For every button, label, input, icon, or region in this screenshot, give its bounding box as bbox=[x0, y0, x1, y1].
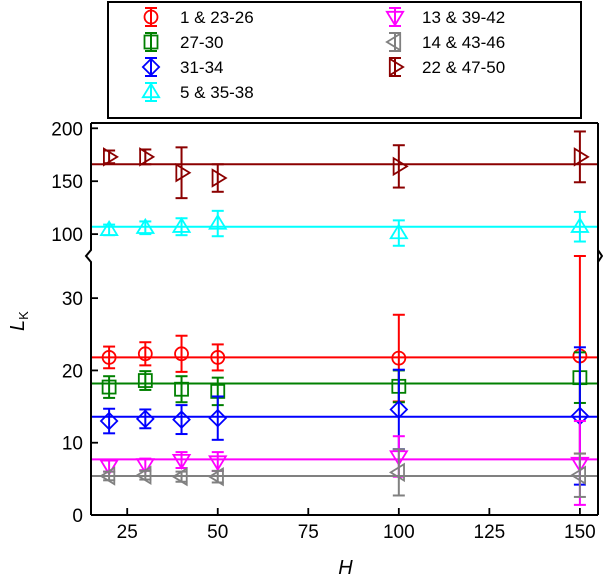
x-tick-label: 50 bbox=[207, 522, 228, 543]
legend-entry: 13 & 39-42 bbox=[385, 7, 505, 27]
data-point bbox=[174, 381, 189, 397]
legend-box bbox=[107, 1, 582, 119]
legend-label: 31-34 bbox=[180, 58, 223, 77]
legend-marker bbox=[143, 34, 159, 50]
legend-marker bbox=[385, 10, 405, 27]
x-axis-title: H bbox=[338, 557, 353, 579]
x-tick-label: 125 bbox=[474, 522, 506, 543]
y-axis-with-break bbox=[84, 123, 92, 515]
axes: 25 50 75 100 125 150 0 10 20 30 100 150 200 H LK bbox=[7, 119, 603, 579]
legend-entry: 31-34 bbox=[141, 57, 223, 77]
y-tick-label: 200 bbox=[51, 119, 83, 140]
data-point bbox=[175, 163, 192, 183]
legend-entry: 5 & 35-38 bbox=[141, 82, 254, 102]
data-point bbox=[135, 458, 156, 475]
data-point bbox=[137, 346, 153, 362]
data-point bbox=[139, 147, 156, 167]
data-point bbox=[208, 455, 228, 472]
data-point bbox=[573, 147, 590, 167]
series-6 bbox=[91, 448, 598, 498]
legend-entry: 14 & 43-46 bbox=[385, 32, 505, 52]
data-point bbox=[101, 350, 117, 365]
y-axis-title-subscript: K bbox=[16, 311, 31, 320]
legend-label: 13 & 39-42 bbox=[422, 8, 505, 27]
series-5 bbox=[91, 420, 598, 506]
data-point bbox=[388, 462, 405, 483]
legend-label: 22 & 47-50 bbox=[422, 58, 505, 77]
data-point bbox=[210, 350, 226, 365]
data-point bbox=[391, 350, 407, 366]
y-tick-label: 0 bbox=[72, 506, 83, 527]
series-4 bbox=[91, 209, 598, 247]
series-7 bbox=[91, 130, 598, 200]
series-3 bbox=[91, 346, 598, 486]
legend-marker bbox=[141, 57, 161, 77]
y-axis-title: LK bbox=[7, 311, 31, 331]
legend-marker bbox=[385, 32, 402, 52]
data-point bbox=[389, 223, 409, 240]
axis-break-right bbox=[597, 249, 603, 263]
series-2 bbox=[91, 351, 598, 407]
data-point bbox=[137, 373, 153, 388]
data-point bbox=[172, 410, 191, 429]
y-tick-label: 10 bbox=[62, 434, 83, 455]
x-tick-label: 25 bbox=[117, 522, 138, 543]
data-point bbox=[211, 168, 228, 188]
legend-label: 14 & 43-46 bbox=[422, 33, 505, 52]
data-point bbox=[570, 465, 586, 485]
legend: 1 & 23-26 27-30 31-34 5 & 35-38 13 & 39-42 14… bbox=[107, 1, 582, 119]
data-point bbox=[171, 216, 192, 233]
data-point bbox=[135, 409, 155, 429]
legend-entry: 27-30 bbox=[143, 32, 223, 52]
data-point bbox=[207, 466, 224, 487]
y-tick-label: 100 bbox=[51, 225, 83, 246]
legend-entry: 1 & 23-26 bbox=[143, 7, 254, 27]
data-point bbox=[208, 213, 228, 230]
data-point bbox=[101, 379, 117, 395]
y-tick-label: 150 bbox=[51, 172, 83, 193]
data-point bbox=[99, 220, 119, 236]
legend-marker bbox=[388, 57, 405, 77]
y-tick-label: 30 bbox=[62, 289, 83, 310]
data-point bbox=[392, 156, 409, 177]
y-tick-label: 20 bbox=[62, 361, 83, 382]
data-point bbox=[99, 466, 116, 486]
data-point bbox=[171, 453, 192, 470]
data-point bbox=[135, 465, 152, 485]
data-point bbox=[103, 147, 119, 167]
series-1 bbox=[91, 255, 598, 455]
data-point bbox=[99, 459, 119, 476]
legend-label: 1 & 23-26 bbox=[180, 8, 254, 27]
data-point bbox=[208, 408, 228, 428]
data-point bbox=[570, 216, 590, 233]
data-point bbox=[174, 346, 189, 362]
x-tick-label: 75 bbox=[298, 522, 319, 543]
data-point bbox=[389, 400, 409, 419]
x-tick-label: 100 bbox=[383, 522, 415, 543]
legend-label: 27-30 bbox=[180, 33, 223, 52]
plot-area bbox=[91, 130, 598, 506]
data-point bbox=[99, 411, 119, 431]
legend-marker bbox=[141, 82, 161, 99]
legend-marker bbox=[143, 9, 159, 25]
legend-entry: 22 & 47-50 bbox=[388, 57, 505, 77]
x-tick-label: 150 bbox=[564, 522, 596, 543]
legend-label: 5 & 35-38 bbox=[180, 83, 254, 102]
data-point bbox=[171, 466, 188, 487]
data-point bbox=[135, 217, 156, 234]
